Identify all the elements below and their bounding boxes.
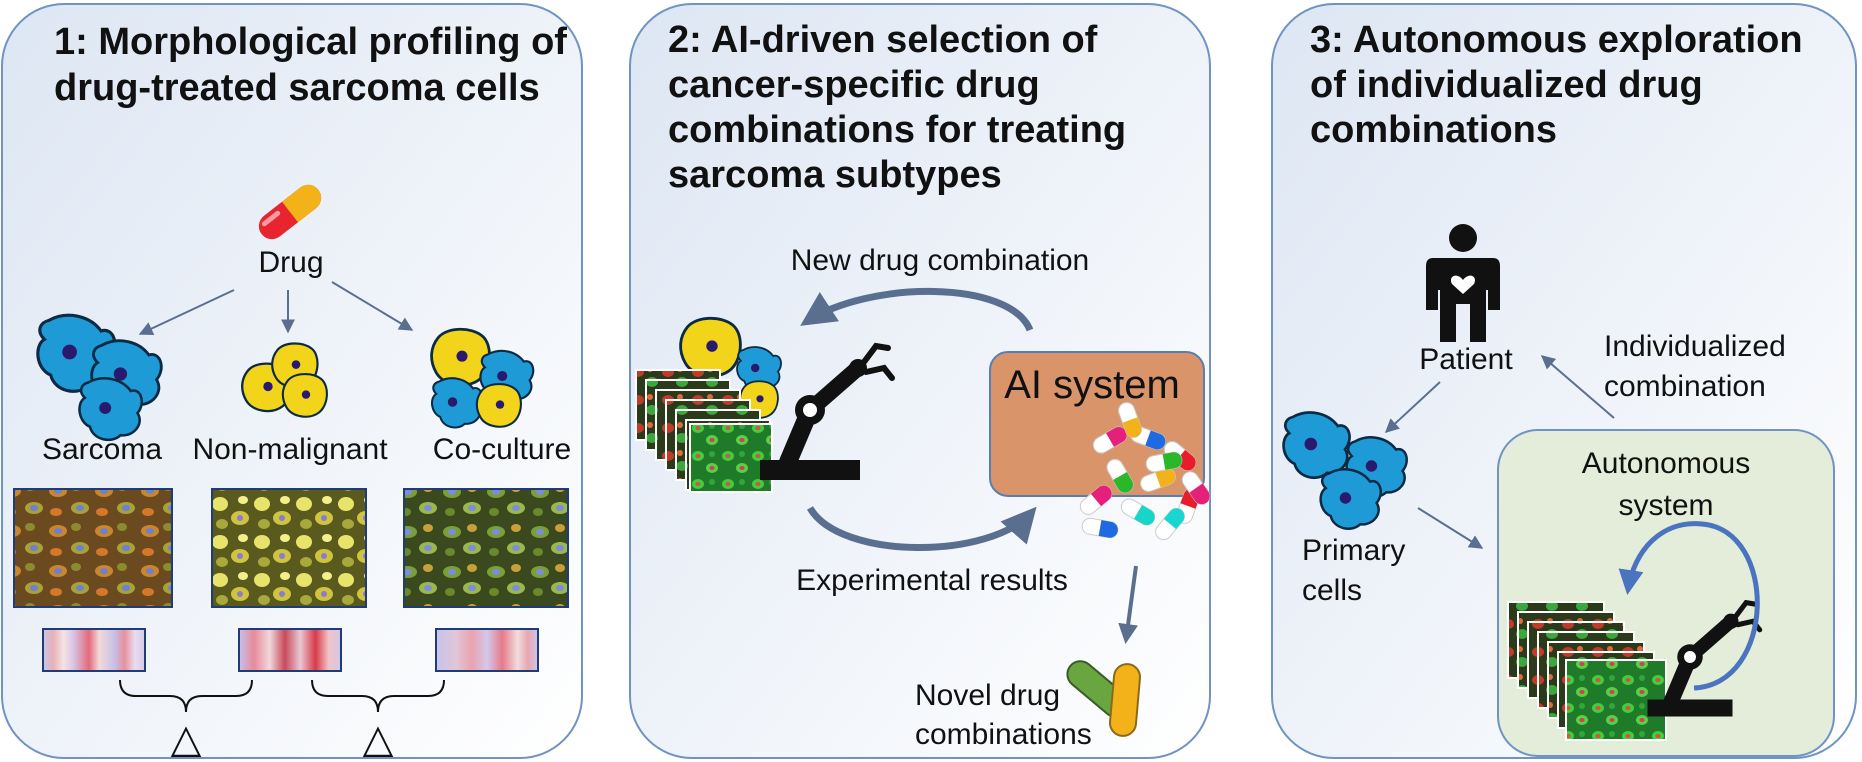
autonomous-image-stack [1507, 601, 1667, 741]
new-drug-combination-label: New drug combination [791, 244, 1090, 277]
panel1-title-line2: drug-treated sarcoma cells [54, 67, 540, 109]
coculture-label: Co-culture [433, 433, 571, 466]
person-heart-icon [1426, 224, 1500, 342]
drug-label: Drug [258, 246, 323, 279]
bracket-sarcoma-nonmalignant [119, 679, 253, 713]
panel-autonomous-exploration: 3: Autonomous exploration of individuali… [1271, 3, 1857, 759]
primary-cells-line2: cells [1302, 574, 1362, 607]
profile-barcode-nonmalignant [238, 628, 342, 672]
panel1-title-line1: 1: Morphological profiling of [54, 21, 567, 63]
arrow-drug-to-coculture [331, 281, 414, 331]
novel-drug-label-line1: Novel drug [915, 679, 1060, 712]
arrow-drug-to-sarcoma [138, 289, 235, 335]
autonomous-label-line1: Autonomous [1582, 447, 1750, 480]
panel-ai-driven-selection: 2: AI-driven selection of cancer-specifi… [629, 3, 1214, 759]
arrow-new-combination [800, 287, 1034, 332]
arrow-to-novel-combinations [1118, 565, 1139, 644]
sarcoma-label: Sarcoma [42, 433, 162, 466]
micrograph-sarcoma [13, 488, 173, 608]
arrow-cells-to-system [1417, 507, 1484, 549]
individualized-label-line1: Individualized [1604, 330, 1786, 363]
panel3-title-line1: 3: Autonomous exploration [1310, 19, 1803, 61]
arrow-patient-to-cells [1384, 381, 1441, 433]
novel-combination-capsules [1066, 660, 1142, 737]
experiment-stack [635, 316, 782, 493]
experimental-results-label: Experimental results [796, 564, 1068, 597]
profile-barcode-sarcoma [42, 628, 146, 672]
panel2-title-line1: 2: AI-driven selection of [668, 19, 1098, 61]
panel-morphological-profiling: 1: Morphological profiling of drug-treat… [1, 3, 583, 762]
novel-drug-label-line2: combinations [915, 718, 1092, 751]
panel2-title-line3: combinations for treating [668, 109, 1126, 151]
bracket-nonmalignant-coculture [311, 679, 445, 713]
panel3-title-line3: combinations [1310, 109, 1557, 151]
panel2-title-line2: cancer-specific drug [668, 64, 1040, 106]
nonmalignant-label: Non-malignant [192, 433, 388, 466]
individualized-label-line2: combination [1604, 370, 1766, 403]
arrow-experimental-results [806, 506, 1037, 551]
panel2-title-line4: sarcoma subtypes [668, 154, 1002, 196]
delta-icon: △ [171, 716, 202, 762]
panel3-title-line2: of individualized drug [1310, 64, 1703, 106]
micrograph-nonmalignant [211, 488, 367, 608]
patient-label: Patient [1419, 343, 1513, 376]
autonomous-label-line2: system [1618, 489, 1713, 522]
primary-cells-line1: Primary [1302, 534, 1405, 567]
delta-icon: △ [363, 716, 394, 762]
autonomous-loop-arrow [1618, 521, 1760, 691]
profile-barcode-coculture [435, 628, 539, 672]
micrograph-coculture [403, 488, 569, 608]
ai-system-label: AI system [1004, 363, 1180, 407]
arrow-system-to-patient [1540, 355, 1615, 419]
